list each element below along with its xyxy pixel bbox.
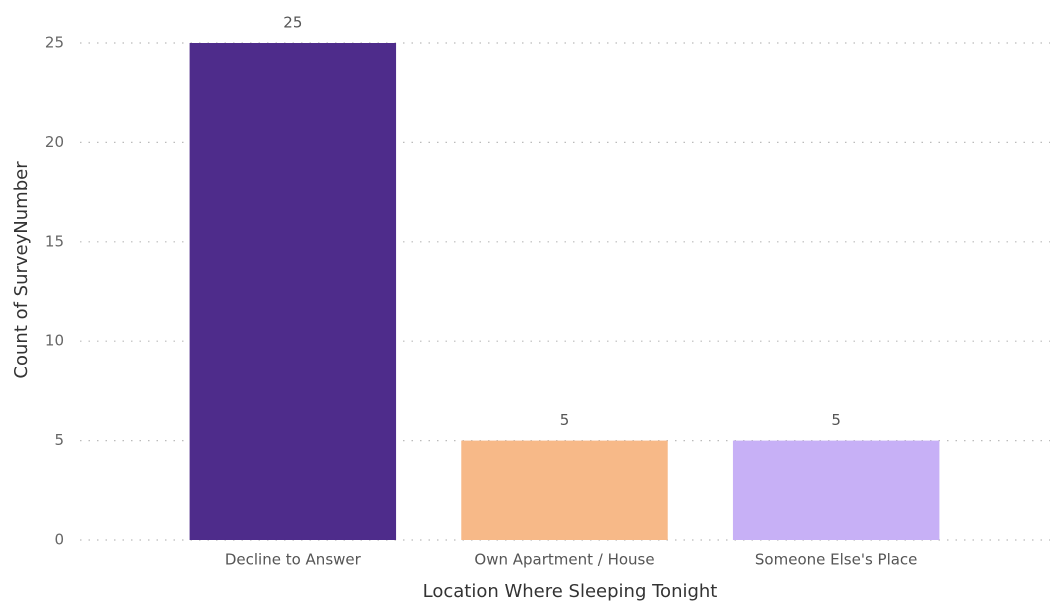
y-tick-label: 5 [54,431,64,449]
y-tick-label: 0 [54,531,64,549]
y-tick-label: 20 [45,133,64,151]
x-tick-label: Own Apartment / House [474,551,654,569]
x-tick-label: Someone Else's Place [755,551,918,569]
bar [461,440,668,540]
bar [189,43,397,540]
x-axis-title: Location Where Sleeping Tonight [423,581,718,602]
y-axis-title: Count of SurveyNumber [11,161,32,379]
data-label: 5 [560,411,570,429]
y-tick-label: 15 [45,232,64,250]
x-tick-label: Decline to Answer [225,551,362,569]
data-label: 5 [831,411,841,429]
y-tick-label: 25 [45,34,64,52]
data-label: 25 [283,14,302,32]
bar [732,440,940,540]
y-tick-label: 10 [45,332,64,350]
